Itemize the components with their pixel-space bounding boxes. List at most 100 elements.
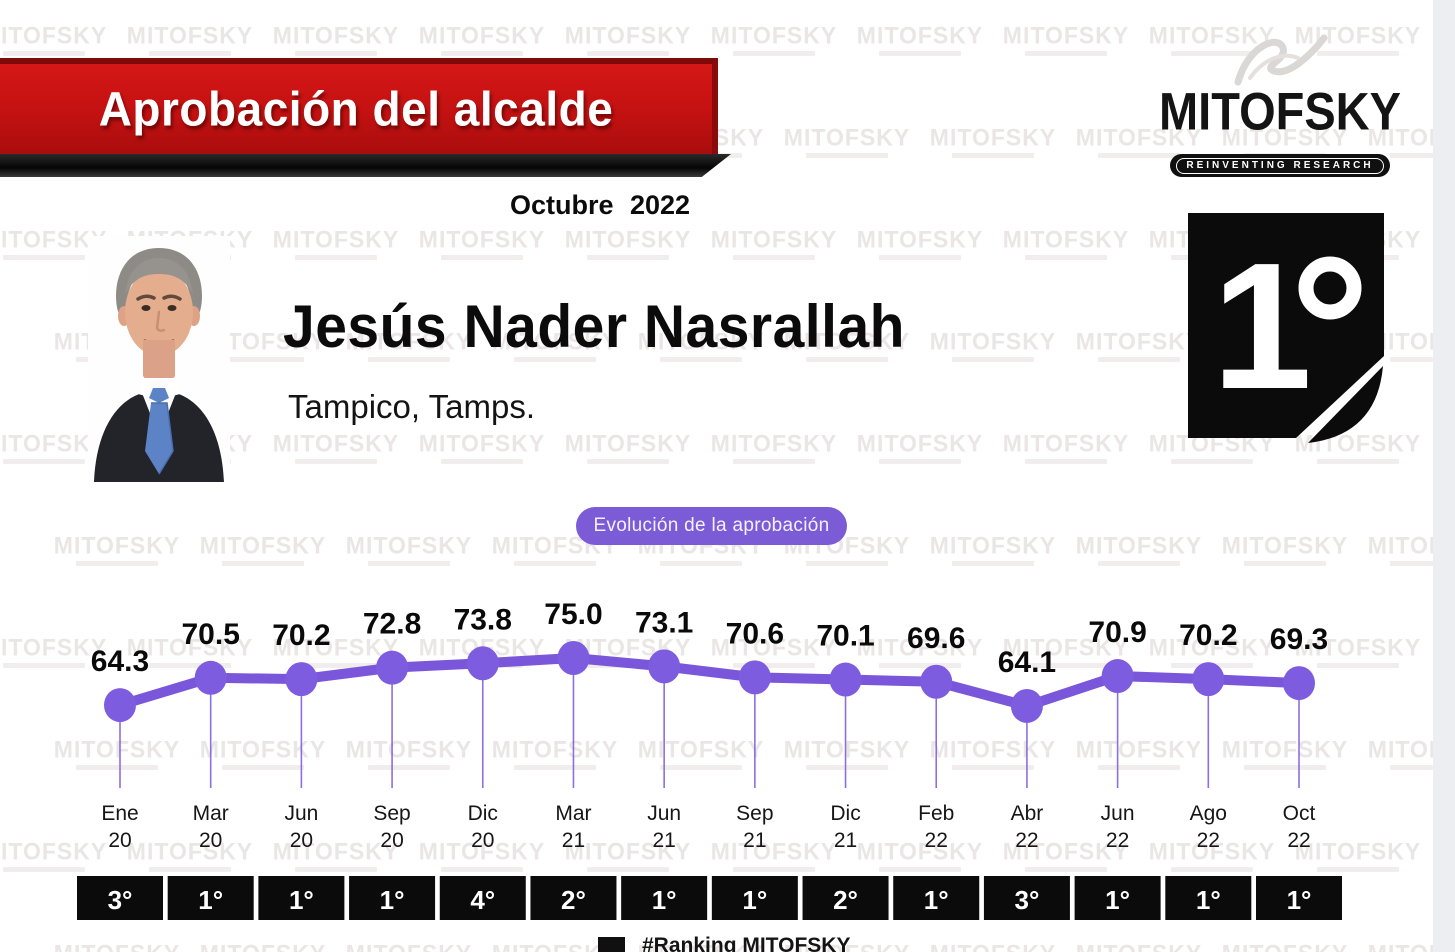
chart-section-pill: Evolución de la aprobación	[576, 507, 847, 545]
watermark-underline	[1244, 561, 1326, 566]
mitofsky-watermark: MITOFSKY	[418, 225, 546, 260]
x-axis-label: Dic 20	[468, 802, 498, 852]
watermark-underline	[1317, 867, 1399, 872]
rank-box	[1256, 876, 1342, 920]
data-value-label: 70.9	[1088, 616, 1146, 649]
watermark-underline	[733, 255, 815, 260]
watermark-underline	[660, 561, 742, 566]
mitofsky-watermark: MITOFSKY	[345, 327, 473, 362]
mitofsky-watermark: MITOFSKY	[345, 939, 473, 952]
watermark-text: MITOFSKY	[491, 327, 619, 355]
mitofsky-watermark: MITOFSKY	[272, 21, 400, 56]
mitofsky-watermark: MITOFSKY	[1148, 837, 1276, 872]
mitofsky-watermark: MITOFSKY	[345, 531, 473, 566]
watermark-text: MITOFSKY	[564, 429, 692, 457]
watermark-text: MITOFSKY	[199, 939, 327, 952]
data-point	[557, 641, 590, 675]
data-value-label: 64.3	[91, 645, 149, 678]
right-edge-strip	[1433, 0, 1455, 952]
watermark-underline	[587, 255, 669, 260]
data-value-label: 73.8	[454, 603, 512, 636]
watermark-text: MITOFSKY	[856, 225, 984, 253]
watermark-text: MITOFSKY	[418, 21, 546, 49]
watermark-text: MITOFSKY	[126, 633, 254, 661]
rank-box	[621, 876, 708, 920]
watermark-underline	[3, 663, 85, 668]
watermark-text: MITOFSKY	[272, 429, 400, 457]
mitofsky-watermark: MITOFSKY	[491, 939, 619, 952]
mitofsky-watermark: MITOFSKY	[637, 939, 765, 952]
watermark-text: MITOFSKY	[199, 735, 327, 763]
watermark-underline	[3, 867, 85, 872]
rank-label: 1°	[380, 885, 405, 915]
subject-portrait	[88, 236, 230, 482]
mitofsky-watermark: MITOFSKY	[710, 429, 838, 464]
watermark-underline	[514, 357, 596, 362]
mitofsky-watermark: MITOFSKY	[272, 633, 400, 668]
watermark-underline	[222, 357, 304, 362]
mitofsky-watermark: MITOFSKY	[0, 837, 108, 872]
watermark-underline	[1390, 357, 1455, 362]
rank-box	[983, 876, 1070, 920]
watermark-text: MITOFSKY	[710, 837, 838, 865]
watermark-underline	[1390, 153, 1455, 158]
mitofsky-watermark: MITOFSKY	[272, 225, 400, 260]
watermark-text: MITOFSKY	[856, 837, 984, 865]
mitofsky-watermark: MITOFSKY	[1075, 123, 1203, 158]
mitofsky-watermark: MITOFSKY	[856, 633, 984, 668]
watermark-text: MITOFSKY	[710, 429, 838, 457]
mitofsky-watermark: MITOFSKY	[929, 939, 1057, 952]
watermark-underline	[368, 561, 450, 566]
watermark-text: MITOFSKY	[783, 327, 911, 355]
watermark-underline	[295, 51, 377, 56]
watermark-underline	[149, 867, 231, 872]
mitofsky-watermark: MITOFSKY	[53, 939, 181, 952]
watermark-text: MITOFSKY	[1075, 939, 1203, 952]
mitofsky-watermark: MITOFSKY	[491, 735, 619, 770]
mitofsky-watermark: MITOFSKY	[0, 21, 108, 56]
watermark-underline	[295, 663, 377, 668]
mitofsky-watermark: MITOFSKY	[856, 225, 984, 260]
mitofsky-watermark: MITOFSKY	[491, 327, 619, 362]
rank-box	[893, 876, 980, 920]
current-rank-value: 1	[1212, 226, 1312, 427]
chart-section-label: Evolución de la aprobación	[593, 515, 830, 536]
mitofsky-watermark: MITOFSKY	[929, 735, 1057, 770]
watermark-text: MITOFSKY	[1002, 633, 1130, 661]
rank-label: 1°	[1287, 885, 1312, 915]
rank-box	[802, 876, 889, 920]
brand-name: MITOFSKY	[1159, 81, 1401, 141]
mitofsky-watermark: MITOFSKY	[1002, 837, 1130, 872]
watermark-text: MITOFSKY	[272, 837, 400, 865]
data-point	[376, 650, 409, 685]
data-point	[466, 646, 499, 681]
watermark-text: MITOFSKY	[1221, 939, 1349, 952]
mitofsky-watermark: MITOFSKY	[564, 21, 692, 56]
watermark-underline	[733, 867, 815, 872]
x-axis-label: Feb 22	[918, 802, 954, 852]
data-value-label: 69.6	[907, 622, 965, 655]
watermark-underline	[295, 867, 377, 872]
watermark-text: MITOFSKY	[1221, 531, 1349, 559]
rank-label: 1°	[289, 885, 314, 915]
watermark-text: MITOFSKY	[345, 531, 473, 559]
x-axis-label: Mar 21	[555, 802, 591, 852]
mitofsky-watermark: MITOFSKY	[783, 123, 911, 158]
watermark-text: MITOFSKY	[272, 633, 400, 661]
watermark-text: MITOFSKY	[1294, 633, 1422, 661]
data-value-label: 73.1	[635, 606, 693, 639]
watermark-text: MITOFSKY	[1148, 21, 1276, 49]
x-axis-label: Mar 20	[193, 802, 229, 852]
mitofsky-watermark: MITOFSKY	[1075, 939, 1203, 952]
mitofsky-watermark: MITOFSKY	[1075, 531, 1203, 566]
watermark-text: MITOFSKY	[1075, 735, 1203, 763]
watermark-text: MITOFSKY	[783, 735, 911, 763]
watermark-underline	[368, 357, 450, 362]
watermark-underline	[587, 51, 669, 56]
brand-tagline: REINVENTING RESEARCH	[1176, 157, 1384, 174]
mitofsky-watermark: MITOFSKY	[1221, 735, 1349, 770]
watermark-text: MITOFSKY	[1294, 837, 1422, 865]
rank-box	[77, 876, 163, 920]
